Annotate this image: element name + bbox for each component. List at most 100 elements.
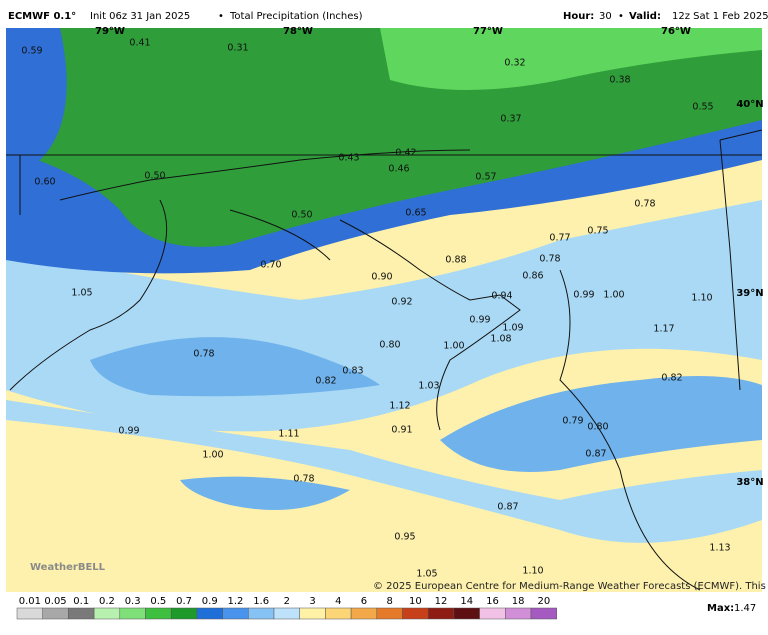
colorbar-label: 8 bbox=[386, 596, 392, 607]
model: ECMWF 0.1° bbox=[8, 11, 76, 22]
colorbar-label: 3 bbox=[309, 596, 315, 607]
colorbar-swatch bbox=[453, 607, 480, 620]
colorbar-label: 0.2 bbox=[99, 596, 115, 607]
band bbox=[90, 337, 380, 397]
band bbox=[180, 476, 350, 510]
value-label: 0.59 bbox=[21, 46, 42, 57]
colorbar-label: 20 bbox=[537, 596, 550, 607]
band bbox=[6, 28, 67, 170]
lat-label: 40°N bbox=[736, 99, 763, 110]
colorbar-swatch bbox=[273, 607, 300, 620]
colorbar-label: 0.3 bbox=[125, 596, 141, 607]
colorbar-label: 10 bbox=[409, 596, 422, 607]
value-label: 0.78 bbox=[193, 349, 214, 360]
colorbar-swatch bbox=[299, 607, 326, 620]
value-label: 0.32 bbox=[504, 58, 525, 69]
separator: • bbox=[618, 11, 624, 22]
colorbar-swatch bbox=[42, 607, 69, 620]
band bbox=[6, 400, 762, 543]
colorbar-label: 16 bbox=[486, 596, 499, 607]
value-label: 0.99 bbox=[469, 315, 490, 326]
colorbar-swatch bbox=[119, 607, 146, 620]
value-label: 0.99 bbox=[573, 290, 594, 301]
value-label: 1.05 bbox=[416, 569, 437, 580]
value-label: 0.90 bbox=[371, 272, 392, 283]
colorbar-label: 0.9 bbox=[202, 596, 218, 607]
colorbar-swatch bbox=[222, 607, 249, 620]
value-label: 0.65 bbox=[405, 208, 426, 219]
value-label: 1.09 bbox=[502, 323, 523, 334]
colorbar-label: 4 bbox=[335, 596, 341, 607]
header-bg bbox=[0, 0, 768, 28]
lon-label: 79°W bbox=[95, 26, 125, 37]
value-label: 0.78 bbox=[293, 474, 314, 485]
value-label: 1.10 bbox=[522, 566, 543, 577]
value-label: 0.80 bbox=[379, 340, 400, 351]
value-label: 0.46 bbox=[388, 164, 409, 175]
colorbar-label: 0.05 bbox=[44, 596, 66, 607]
colorbar-swatch bbox=[93, 607, 121, 620]
value-label: 1.00 bbox=[603, 290, 624, 301]
colorbar-swatch bbox=[479, 607, 506, 620]
colorbar-label: 6 bbox=[361, 596, 367, 607]
colorbar-label: 0.5 bbox=[150, 596, 166, 607]
colorbar-swatch bbox=[530, 607, 557, 620]
value-label: 0.78 bbox=[539, 254, 560, 265]
value-label: 0.50 bbox=[144, 171, 165, 182]
value-label: 0.82 bbox=[661, 373, 682, 384]
value-label: 0.55 bbox=[692, 102, 713, 113]
value-label: 0.88 bbox=[445, 255, 466, 266]
colorbar-swatch bbox=[402, 607, 429, 620]
value-label: 0.86 bbox=[522, 271, 543, 282]
colorbar-label: 0.01 bbox=[19, 596, 41, 607]
value-label: 0.87 bbox=[585, 449, 606, 460]
colorbar-label: 12 bbox=[435, 596, 448, 607]
colorbar-swatch bbox=[325, 607, 352, 620]
colorbar-swatch bbox=[16, 607, 43, 620]
border bbox=[6, 129, 763, 591]
value-label: 1.00 bbox=[443, 341, 464, 352]
value-label: 0.77 bbox=[549, 233, 570, 244]
band bbox=[380, 28, 762, 90]
lat-label: 38°N bbox=[736, 477, 763, 488]
colorbar-swatch bbox=[376, 607, 403, 620]
value-label: 0.75 bbox=[587, 226, 608, 237]
colorbar-swatch bbox=[427, 607, 455, 620]
value-label: 1.17 bbox=[653, 324, 674, 335]
copyright: © 2025 European Centre for Medium-Range … bbox=[373, 581, 768, 592]
colorbar-label: 1.6 bbox=[253, 596, 269, 607]
init: Init 06z 31 Jan 2025 bbox=[90, 11, 190, 22]
lon-label: 76°W bbox=[661, 26, 691, 37]
colorbar-swatch bbox=[196, 607, 223, 620]
colorbar-label: 18 bbox=[512, 596, 525, 607]
colorbar-swatch bbox=[68, 607, 95, 620]
value-label: 1.13 bbox=[709, 543, 730, 554]
colorbar-label: 14 bbox=[460, 596, 473, 607]
hour-label: Hour: bbox=[563, 11, 594, 22]
value-label: 0.57 bbox=[475, 172, 496, 183]
colorbar-label: 0.7 bbox=[176, 596, 192, 607]
separator: • bbox=[218, 11, 224, 22]
colorbar-label: 0.1 bbox=[73, 596, 89, 607]
hour: 30 bbox=[599, 11, 612, 22]
valid-label: Valid: bbox=[629, 11, 661, 22]
map bbox=[6, 28, 763, 592]
value-label: 0.38 bbox=[609, 75, 630, 86]
value-label: 0.83 bbox=[342, 366, 363, 377]
value-label: 0.87 bbox=[497, 502, 518, 513]
value-label: 0.37 bbox=[500, 114, 521, 125]
value-label: 0.42 bbox=[395, 148, 416, 159]
value-label: 1.10 bbox=[691, 293, 712, 304]
value-label: 0.94 bbox=[491, 291, 512, 302]
value-label: 0.60 bbox=[34, 177, 55, 188]
value-label: 1.11 bbox=[278, 429, 299, 440]
value-label: 1.03 bbox=[418, 381, 439, 392]
value-label: 0.92 bbox=[391, 297, 412, 308]
value-label: 0.95 bbox=[394, 532, 415, 543]
band bbox=[440, 376, 762, 472]
valid: 12z Sat 1 Feb 2025 bbox=[672, 11, 768, 22]
lat-label: 39°N bbox=[736, 288, 763, 299]
value-label: 0.80 bbox=[587, 422, 608, 433]
value-label: 0.50 bbox=[291, 210, 312, 221]
